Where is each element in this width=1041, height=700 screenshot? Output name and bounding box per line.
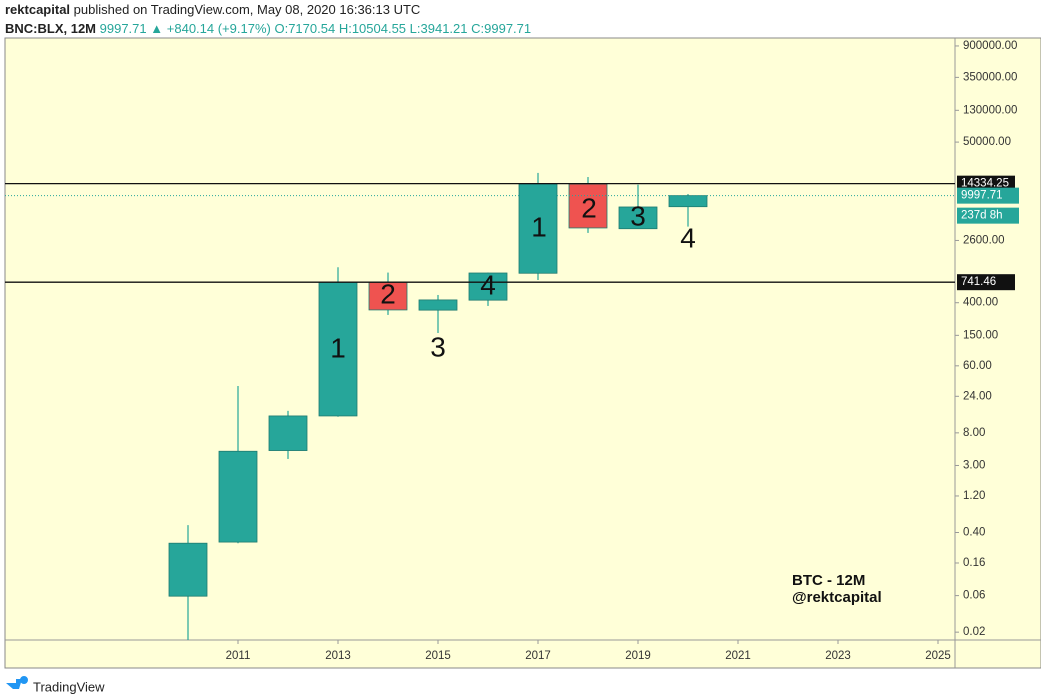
annotation: 1 (531, 211, 547, 242)
annotation: 3 (630, 200, 646, 231)
y-tick-label: 2600.00 (963, 234, 1005, 246)
x-tick-label: 2011 (226, 650, 251, 662)
y-tick-label: 0.16 (963, 557, 985, 569)
x-tick-label: 2025 (925, 650, 951, 662)
level-label: 741.46 (961, 276, 996, 288)
watermark: @rektcapital (792, 589, 882, 606)
brand-logo (6, 676, 28, 689)
candle-body (168, 542, 208, 597)
y-tick-label: 1.20 (963, 490, 985, 502)
countdown-box (957, 207, 1019, 224)
annotation: 2 (380, 278, 396, 309)
symbol: BNC:BLX, 12M (5, 21, 96, 36)
x-tick-label: 2019 (625, 650, 651, 662)
y-tick-label: 400.00 (963, 297, 998, 309)
candle-body (418, 299, 458, 311)
y-tick-label: 150.00 (963, 329, 998, 341)
y-tick-label: 60.00 (963, 360, 992, 372)
last-price-box (957, 187, 1019, 204)
watermark: BTC - 12M (792, 572, 865, 589)
last: 9997.71 (100, 21, 147, 36)
y-tick-label: 8.00 (963, 427, 985, 439)
publisher: rektcapital (5, 2, 70, 17)
candle-body (518, 183, 558, 274)
x-tick-label: 2021 (725, 650, 751, 662)
y-tick-label: 24.00 (963, 390, 992, 402)
annotation: 4 (680, 222, 696, 253)
annotation: 1 (330, 332, 346, 363)
y-tick-label: 0.02 (963, 626, 985, 638)
symbol-line: BNC:BLX, 12M 9997.71 ▲ +840.14 (+9.17%) … (5, 21, 531, 36)
candle-body (268, 415, 308, 451)
y-tick-label: 900000.00 (963, 40, 1017, 52)
y-tick-label: 0.40 (963, 527, 985, 539)
ohlc-close: C:9997.71 (471, 21, 531, 36)
annotation: 2 (581, 192, 597, 223)
ohlc-open: O:7170.54 (274, 21, 335, 36)
ohlc-high: H:10504.55 (339, 21, 406, 36)
y-tick-label: 3.00 (963, 460, 985, 472)
countdown-label: 237d 8h (961, 210, 1003, 222)
annotation: 4 (480, 269, 496, 300)
brand: TradingView (33, 679, 105, 694)
y-tick-label: 130000.00 (963, 104, 1017, 116)
up-arrow: ▲ (150, 21, 163, 36)
candle-body (468, 272, 508, 301)
chart-background (4, 37, 1041, 669)
y-tick-label: 350000.00 (963, 71, 1017, 83)
x-tick-label: 2023 (825, 650, 851, 662)
last-price-label: 9997.71 (961, 190, 1003, 202)
annotation: 3 (430, 331, 446, 362)
header-line: rektcapital published on TradingView.com… (5, 2, 420, 17)
y-tick-label: 50000.00 (963, 136, 1011, 148)
published: published on TradingView.com, May 08, 20… (74, 2, 421, 17)
ohlc-low: L:3941.21 (410, 21, 468, 36)
candle-body (668, 195, 708, 208)
y-tick-label: 0.06 (963, 590, 985, 602)
x-tick-label: 2013 (325, 650, 351, 662)
x-tick-label: 2017 (525, 650, 551, 662)
candle-body (368, 281, 408, 311)
change: +840.14 (+9.17%) (167, 21, 271, 36)
candle-body (618, 206, 658, 230)
candle-body (218, 450, 258, 543)
x-tick-label: 2015 (425, 650, 451, 662)
level-label-box (957, 274, 1015, 291)
level-label: 14334.25 (961, 178, 1009, 190)
